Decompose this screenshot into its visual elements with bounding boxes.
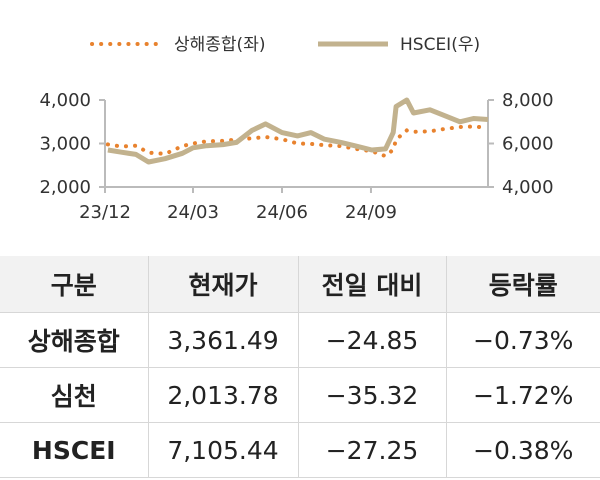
y-left-tick-label: 4,000 (39, 90, 91, 111)
row-rate: −0.38% (445, 422, 600, 478)
y-right-tick-label: 8,000 (502, 90, 554, 111)
x-tick-label: 24/03 (167, 202, 219, 223)
header-price: 현재가 (147, 256, 298, 313)
legend-label-shanghai: 상해종합(좌) (174, 35, 265, 55)
header-change: 전일 대비 (297, 256, 446, 313)
row-change: −35.32 (297, 367, 446, 423)
table-row: 상해종합 3,361.49 −24.85 −0.73% (0, 312, 600, 368)
row-price: 2,013.78 (147, 367, 298, 423)
y-left-tick-label: 3,000 (39, 134, 91, 155)
y-right-tick-label: 4,000 (502, 177, 554, 198)
series-line-shanghai (105, 124, 490, 159)
legend-label-hscei: HSCEI(우) (400, 35, 480, 55)
row-change: −27.25 (297, 422, 446, 478)
row-name: HSCEI (0, 422, 148, 478)
header-rate: 등락률 (445, 256, 600, 313)
index-chart: 2,000 3,000 4,000 4,000 6,000 8,000 23/12 24/03… (39, 35, 554, 223)
row-name: 상해종합 (0, 312, 148, 368)
x-tick-label: 23/12 (79, 202, 131, 223)
row-rate: −0.73% (445, 312, 600, 368)
row-change: −24.85 (297, 312, 446, 368)
table-row: 심천 2,013.78 −35.32 −1.72% (0, 367, 600, 423)
x-tick-label: 24/06 (256, 202, 308, 223)
table-row: HSCEI 7,105.44 −27.25 −0.38% (0, 422, 600, 478)
x-tick-label: 24/09 (345, 202, 397, 223)
table-header-row: 구분 현재가 전일 대비 등락률 (0, 256, 600, 313)
y-right-tick-label: 6,000 (502, 134, 554, 155)
row-name: 심천 (0, 367, 148, 423)
y-left-tick-label: 2,000 (39, 177, 91, 198)
series-line-hscei (107, 97, 489, 165)
chart-svg: 2,000 3,000 4,000 4,000 6,000 8,000 23/12 24/03… (39, 35, 554, 223)
header-category: 구분 (0, 256, 148, 313)
row-price: 3,361.49 (147, 312, 298, 368)
row-price: 7,105.44 (147, 422, 298, 478)
row-rate: −1.72% (445, 367, 600, 423)
index-table: 구분 현재가 전일 대비 등락률 상해종합 3,361.49 −24.85 −0… (0, 256, 600, 478)
